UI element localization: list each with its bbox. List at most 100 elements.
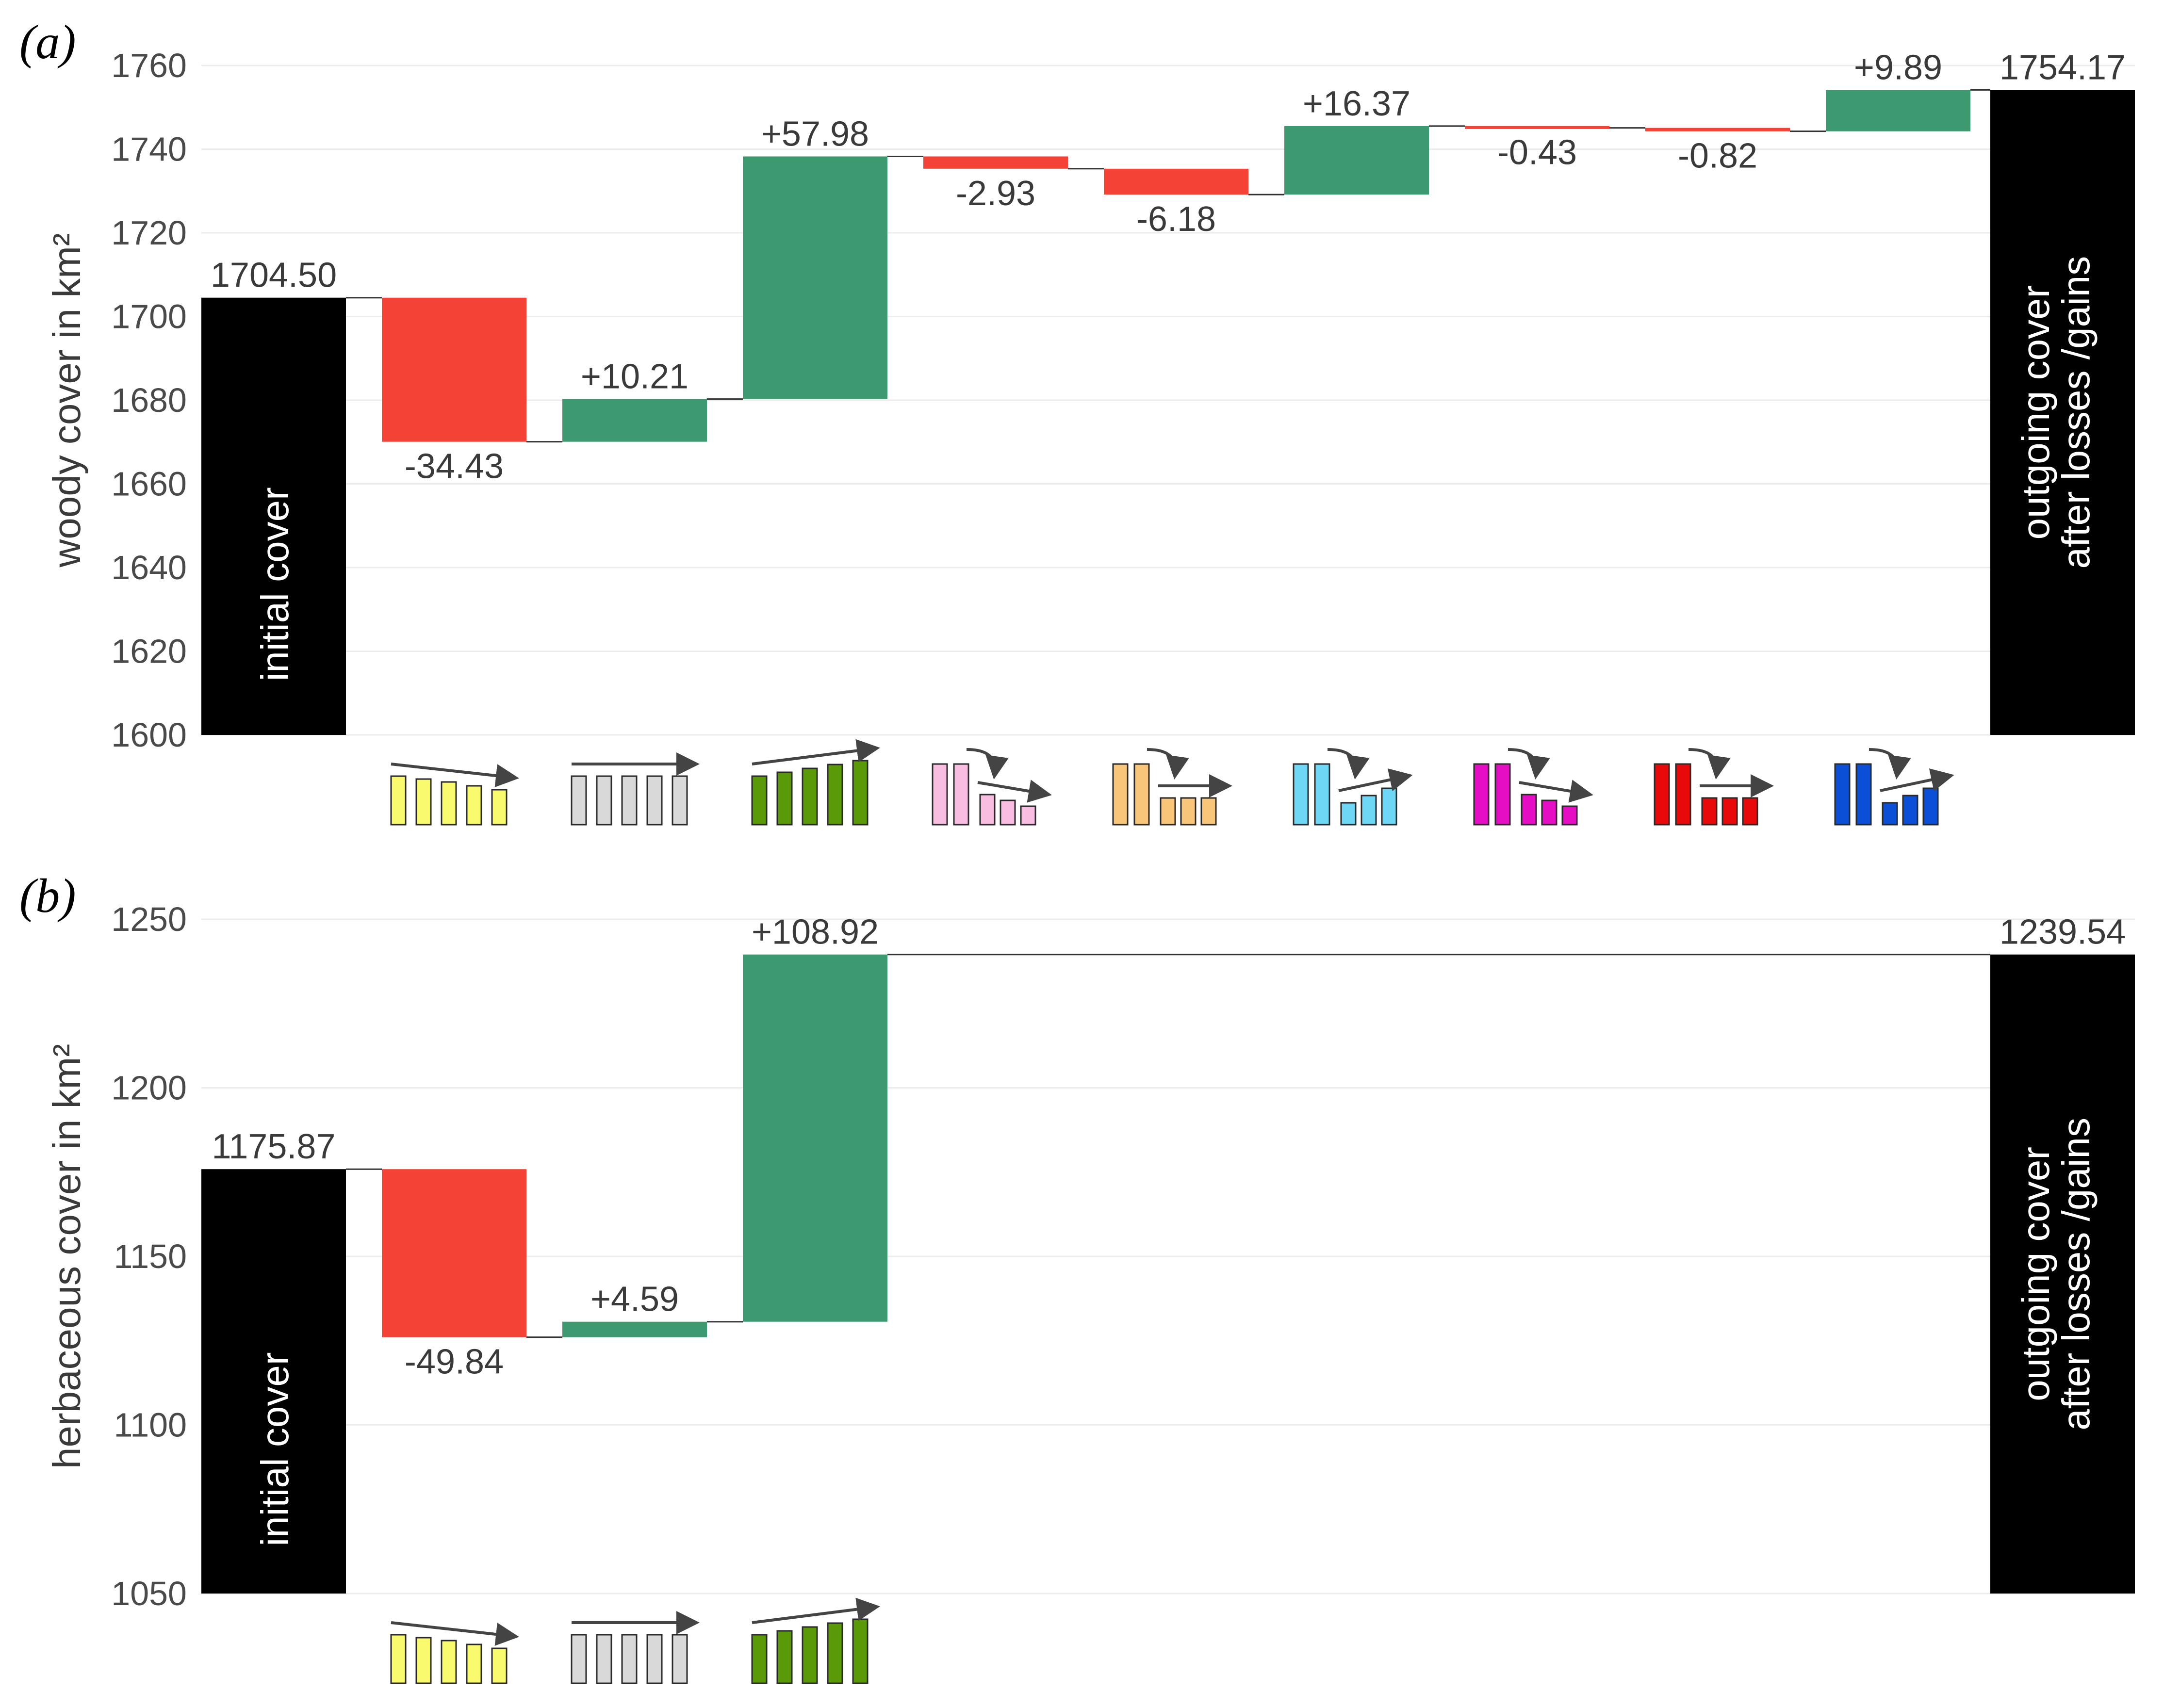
icon-bar: [1314, 763, 1330, 826]
initial-value-label: 1175.87: [212, 1127, 336, 1166]
trajectory-icon-drop-then-stable-red: [1654, 748, 1774, 826]
y-tick-label: 1760: [111, 47, 187, 84]
trajectory-icon-stable-grey: [571, 1611, 700, 1684]
icon-bar: [1361, 795, 1377, 826]
initial-bar-text: initial cover: [253, 1352, 296, 1546]
final-value-label: 1239.54: [2000, 913, 2126, 952]
icon-bar: [621, 775, 638, 826]
icon-bar: [415, 1637, 432, 1684]
trajectory-icon-increasing-green: [751, 1597, 880, 1684]
trajectory-icon-drop-then-stable-orange: [1112, 748, 1232, 826]
final-total-bar: [1990, 90, 2135, 735]
gain-bar: [1284, 126, 1429, 195]
y-tick-label: 1740: [111, 130, 187, 168]
icon-bar: [1742, 797, 1758, 826]
drop-arrow-icon: [1869, 748, 1911, 780]
icon-bar: [1200, 797, 1217, 826]
icon-bar: [979, 794, 996, 826]
icon-bar: [596, 1634, 612, 1684]
gain-bar: [562, 399, 707, 442]
icon-bar: [1721, 797, 1738, 826]
icon-bar: [1855, 763, 1872, 826]
final-bar-text-line1: outgoing cover: [2014, 285, 2057, 540]
gain-bar: [1826, 90, 1970, 131]
icon-bar: [390, 1634, 407, 1684]
y-tick-label: 1250: [111, 900, 187, 938]
icon-bar: [390, 775, 407, 826]
final-total-bar: [1990, 954, 2135, 1594]
icon-bar: [1541, 799, 1557, 826]
drop-arrow-icon: [1147, 748, 1189, 780]
icon-bar: [571, 1634, 587, 1684]
initial-bar-text: initial cover: [253, 487, 296, 681]
trend-arrow-icon: [391, 1621, 519, 1646]
change-value-label: -0.82: [1678, 137, 1757, 176]
initial-total-bar: [201, 1169, 346, 1594]
icon-bar: [1112, 763, 1129, 826]
change-value-label: +16.37: [1303, 84, 1410, 123]
icon-bar: [1922, 787, 1939, 826]
loss-bar: [1465, 126, 1609, 129]
trajectory-icon-declining-yellow: [390, 1621, 519, 1684]
icon-bar: [1561, 805, 1578, 826]
icon-bar: [466, 1643, 482, 1684]
trajectory-icon-drop-then-increasing-blue: [1834, 748, 1954, 826]
y-tick-label: 1100: [114, 1406, 187, 1444]
loss-bar: [382, 1169, 526, 1337]
icon-bar: [1654, 763, 1670, 826]
icon-bar: [1293, 763, 1309, 826]
gain-bar: [743, 156, 887, 399]
drop-arrow-icon: [1327, 748, 1370, 780]
icon-bar: [672, 775, 688, 826]
woody-cover-panel: (a) 1760 1740 1720 1700 1680 1660 1640 1620 1600 w…: [19, 15, 2135, 826]
icon-bar: [441, 781, 457, 826]
icon-bar: [827, 764, 843, 826]
icon-bar: [802, 1626, 818, 1684]
icon-bar: [1381, 787, 1397, 826]
icon-bar: [953, 763, 969, 826]
icon-bar: [646, 1634, 663, 1684]
initial-total-bar: [201, 297, 346, 735]
icon-bar: [596, 775, 612, 826]
icon-bar: [852, 1618, 869, 1684]
icon-bar: [751, 775, 768, 826]
icon-bar: [1834, 763, 1851, 826]
trend-arrow-icon: [752, 739, 880, 765]
y-axis-title: herbaceous cover in km²: [45, 1044, 88, 1469]
change-value-label: +10.21: [581, 358, 689, 396]
y-tick-label: 1680: [111, 381, 187, 419]
y-tick-label: 1050: [111, 1575, 187, 1612]
loss-bar: [382, 297, 526, 442]
change-value-label: +57.98: [761, 115, 869, 154]
icon-bar: [1020, 805, 1036, 826]
trend-arrow-icon: [391, 763, 519, 787]
trend-arrow-icon: [1880, 768, 1954, 792]
y-axis-title: woody cover in km²: [45, 233, 88, 568]
icon-bar: [1882, 802, 1898, 826]
icon-bar: [1701, 797, 1718, 826]
icon-bar: [1494, 763, 1511, 826]
trend-arrow-icon: [977, 780, 1052, 803]
change-value-label: -49.84: [405, 1343, 504, 1382]
drop-arrow-icon: [1688, 748, 1731, 780]
y-tick-label: 1200: [111, 1069, 187, 1107]
drop-arrow-icon: [966, 748, 1009, 780]
trend-arrow-icon: [1519, 780, 1593, 803]
herbaceous-cover-panel: (b) 1250 1200 1150 1100 1050 herbaceous cover …: [19, 869, 2135, 1684]
icon-bar: [571, 775, 587, 826]
initial-value-label: 1704.50: [211, 256, 337, 295]
icon-bar: [621, 1634, 638, 1684]
icon-bar: [852, 760, 869, 826]
trajectory-icon-declining-yellow: [390, 763, 519, 826]
icon-bar: [672, 1634, 688, 1684]
y-tick-label: 1640: [111, 549, 187, 586]
final-bar-text-line2: after losses /gains: [2054, 1118, 2098, 1431]
trajectory-icon-drop-then-increasing-cyan: [1293, 748, 1413, 826]
icon-bar: [1473, 763, 1490, 826]
final-bar-text-line2: after losses /gains: [2054, 256, 2098, 569]
trend-arrow-icon: [1338, 768, 1413, 792]
loss-bar: [1104, 168, 1248, 195]
icon-bar: [751, 1634, 768, 1684]
trajectory-icon-drop-then-declining-pink: [932, 748, 1052, 826]
